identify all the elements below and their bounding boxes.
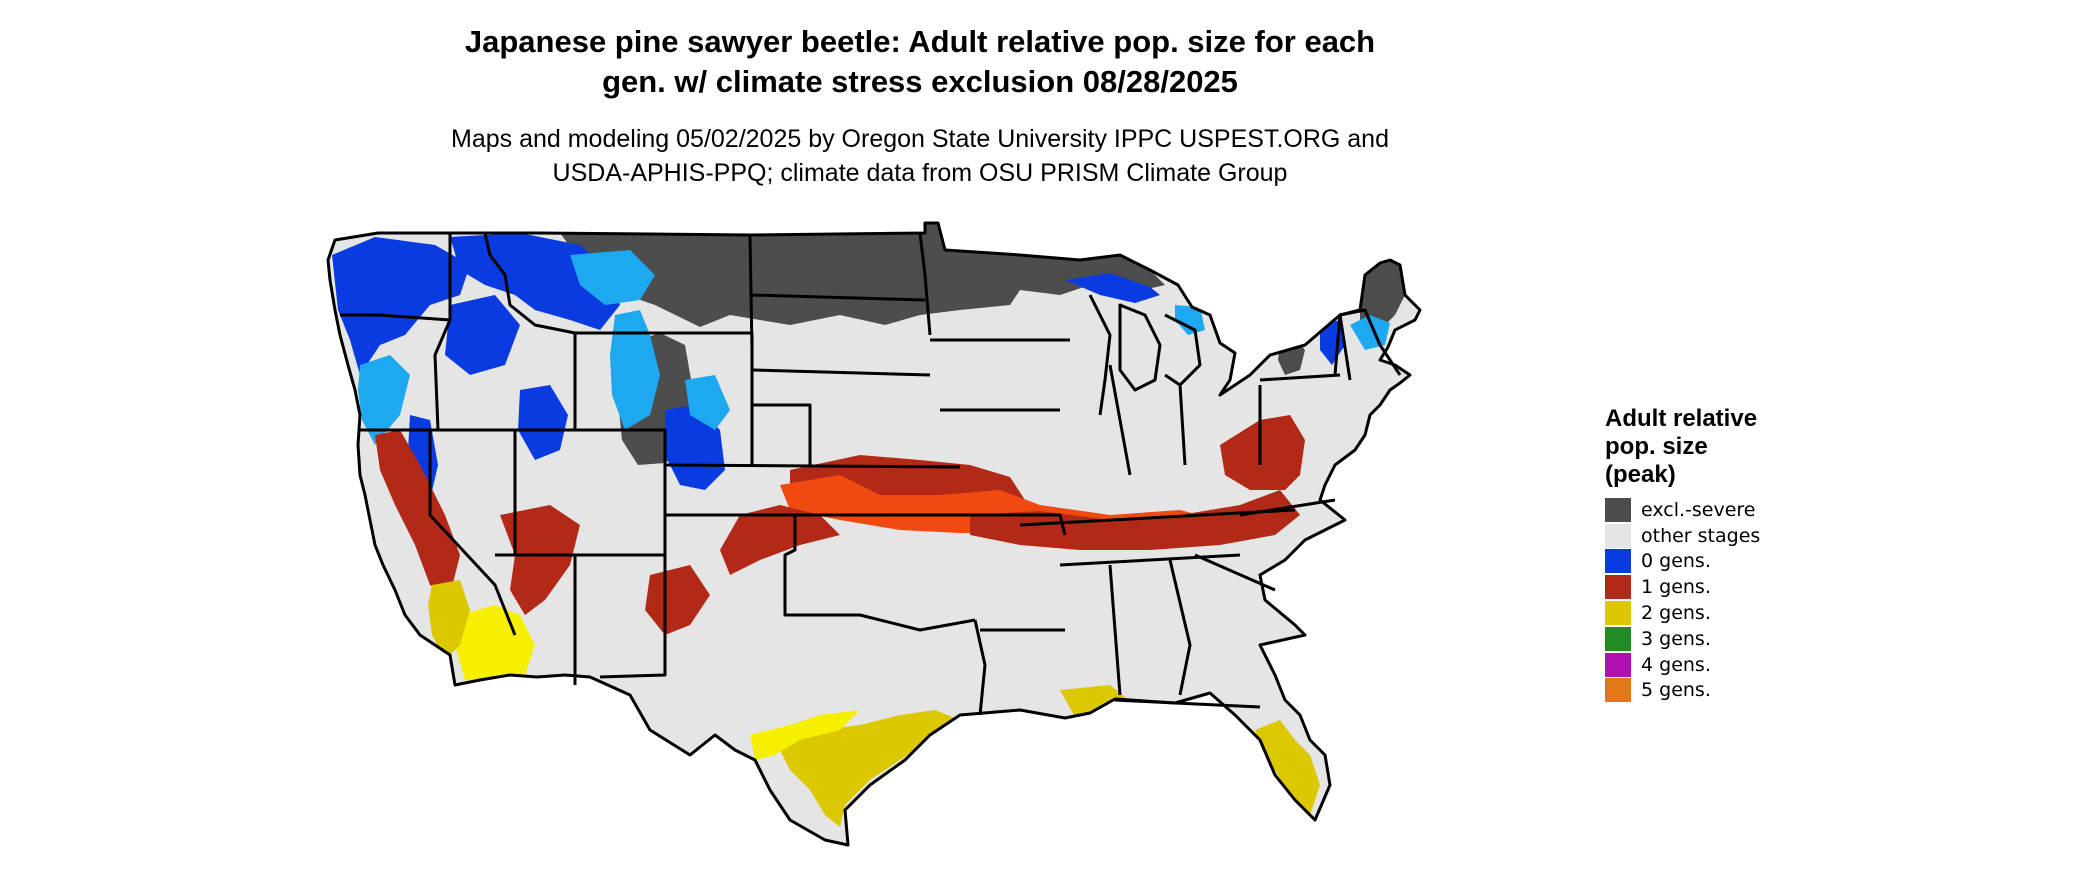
zero-gens-area-utah xyxy=(518,385,568,460)
state-line-ms-al xyxy=(1108,564,1122,696)
legend-item: excl.-severe xyxy=(1605,497,1805,523)
one-gen-area-virginia xyxy=(1220,415,1305,490)
state-line-ok-tx xyxy=(783,515,976,632)
state-line-michigan-thumb xyxy=(1164,313,1202,387)
zero-gens-area-montana-light xyxy=(570,250,655,305)
zero-gens-area-lake-superior xyxy=(1065,273,1160,303)
two-gens-area-gulf-coast xyxy=(775,710,960,827)
legend-swatch xyxy=(1605,626,1631,651)
state-line-tx-la xyxy=(973,619,987,716)
map-title-line: Japanese pine sawyer beetle: Adult relat… xyxy=(464,24,1376,59)
legend-swatch xyxy=(1605,652,1631,677)
map-subtitle-line: USDA-APHIS-PPQ; climate data from OSU PR… xyxy=(552,159,1288,187)
map-title-line: gen. w/ climate stress exclusion 08/28/2… xyxy=(602,64,1238,99)
legend-swatch xyxy=(1605,678,1631,703)
state-line-ut-co xyxy=(575,428,667,555)
legend-item: 5 gens. xyxy=(1605,678,1805,704)
two-gens-area-arizona xyxy=(455,605,535,685)
zero-gens-area-idaho xyxy=(445,295,520,375)
excluded-area-north-plains xyxy=(560,223,1165,327)
legend-label: 3 gens. xyxy=(1641,627,1711,650)
map-subtitle: Maps and modeling 05/02/2025 by Oregon S… xyxy=(395,122,1445,190)
legend-item: 4 gens. xyxy=(1605,652,1805,678)
state-line-ca-nv xyxy=(428,430,517,636)
state-line-ny-vt xyxy=(1338,314,1352,381)
legend-label: other stages xyxy=(1641,524,1761,547)
legend-item: 1 gens. xyxy=(1605,574,1805,600)
state-line-sd-ne xyxy=(751,368,931,377)
legend-label: 2 gens. xyxy=(1641,602,1711,625)
legend-swatch xyxy=(1605,575,1631,600)
zero-gens-area-michigan-light xyxy=(1175,305,1205,335)
map-legend: Adult relative pop. size (peak) excl.-se… xyxy=(1605,405,1805,703)
state-line-co-ne xyxy=(752,403,812,465)
state-line-il-in xyxy=(1108,364,1132,476)
state-line-new-england xyxy=(1333,308,1402,376)
legend-label: 4 gens. xyxy=(1641,653,1711,676)
state-line-nd-sd xyxy=(751,293,926,302)
state-line-tn-south xyxy=(1059,553,1241,567)
map-subtitle-line: Maps and modeling 05/02/2025 by Oregon S… xyxy=(451,125,1389,153)
us-map xyxy=(326,221,1422,847)
zero-gens-area-wyoming-fringe xyxy=(610,310,660,430)
zero-gens-area-oregon-cascades xyxy=(358,355,410,445)
legend-swatch xyxy=(1605,549,1631,574)
legend-swatch xyxy=(1605,497,1631,522)
state-line-nm-tx xyxy=(599,555,667,679)
zero-gens-area-pacific-northwest xyxy=(332,237,470,375)
legend-swatch xyxy=(1605,523,1631,548)
legend-item: other stages xyxy=(1605,523,1805,549)
legend-title: Adult relative pop. size (peak) xyxy=(1605,405,1805,489)
state-line-wa-or xyxy=(340,313,451,322)
state-line-wi-mi xyxy=(1088,294,1112,416)
zero-gens-area-colorado-light xyxy=(685,375,730,430)
state-line-pa-ny xyxy=(1259,373,1341,382)
state-line-va-nc xyxy=(1239,498,1336,517)
two-gens-area-gulf-coast-bright xyxy=(750,710,860,760)
state-line-mo-ar xyxy=(960,513,1067,536)
two-gens-area-colorado-river xyxy=(428,580,470,660)
legend-item: 2 gens. xyxy=(1605,600,1805,626)
legend-label: excl.-severe xyxy=(1641,498,1756,521)
legend-title-line: (peak) xyxy=(1605,461,1676,488)
two-gens-area-florida xyxy=(1255,720,1320,815)
state-line-michigan-peninsula xyxy=(1118,303,1162,392)
state-line-in-oh xyxy=(1178,384,1187,466)
one-gen-area-california xyxy=(375,430,460,595)
legend-title-line: Adult relative xyxy=(1605,405,1758,432)
one-gen-area-southwest-texas xyxy=(645,565,710,635)
state-line-al-ga xyxy=(1168,559,1192,696)
state-line-id-or xyxy=(433,319,452,431)
legend-label: 1 gens. xyxy=(1641,576,1711,599)
legend-item: 3 gens. xyxy=(1605,626,1805,652)
state-line-nd-mn xyxy=(918,232,932,336)
one-gen-area-oklahoma-texas xyxy=(720,505,840,575)
state-line-ne-ks xyxy=(664,463,961,469)
legend-swatch xyxy=(1605,601,1631,626)
one-gen-area-arizona-newmexico xyxy=(500,505,580,615)
state-borders xyxy=(326,221,1422,847)
legend-label: 5 gens. xyxy=(1641,679,1711,702)
legend-title-line: pop. size xyxy=(1605,433,1708,460)
legend-label: 0 gens. xyxy=(1641,550,1711,573)
map-title: Japanese pine sawyer beetle: Adult relat… xyxy=(395,22,1445,102)
legend-items: excl.-severe other stages 0 gens. 1 gens. 2 … xyxy=(1605,497,1805,703)
state-line-mt-nd xyxy=(748,234,754,351)
legend-item: 0 gens. xyxy=(1605,549,1805,575)
